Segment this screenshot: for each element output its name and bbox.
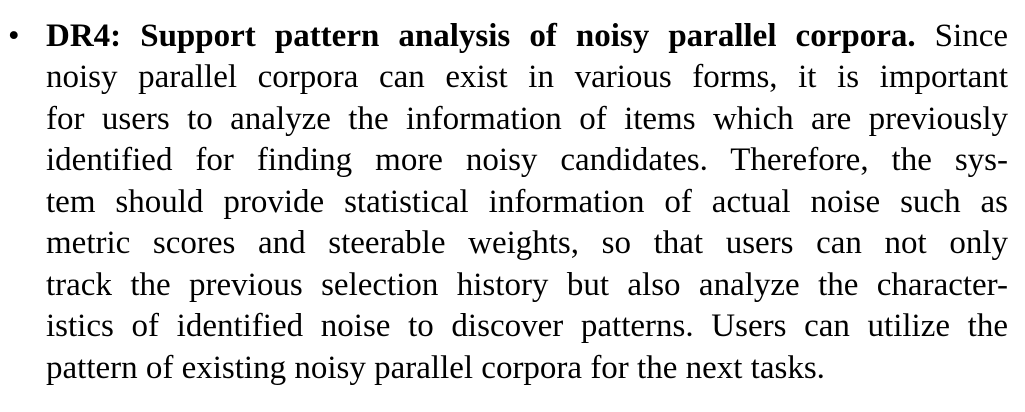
text-line-6: metric scores and steerable weights, so … (46, 225, 1008, 261)
text-line-2: noisy parallel corpora can exist in vari… (46, 59, 1008, 95)
text-line-9: pattern of existing noisy parallel corpo… (46, 350, 825, 386)
text-line-7: track the previous selection history but… (46, 267, 1008, 303)
text-line-1: DR4: Support pattern analysis of noisy p… (46, 16, 1008, 57)
requirement-heading: DR4: Support pattern analysis of noisy p… (46, 18, 916, 54)
bullet-marker: • (8, 18, 20, 54)
text-line-8: istics of identified noise to discover p… (46, 308, 1008, 344)
text-line-3: for users to analyze the information of … (46, 101, 1008, 137)
text-line-1-rest: Since (915, 18, 1008, 54)
text-line-4: identified for finding more noisy candid… (46, 142, 1008, 178)
text-line-5: tem should provide statistical informati… (46, 184, 1008, 220)
